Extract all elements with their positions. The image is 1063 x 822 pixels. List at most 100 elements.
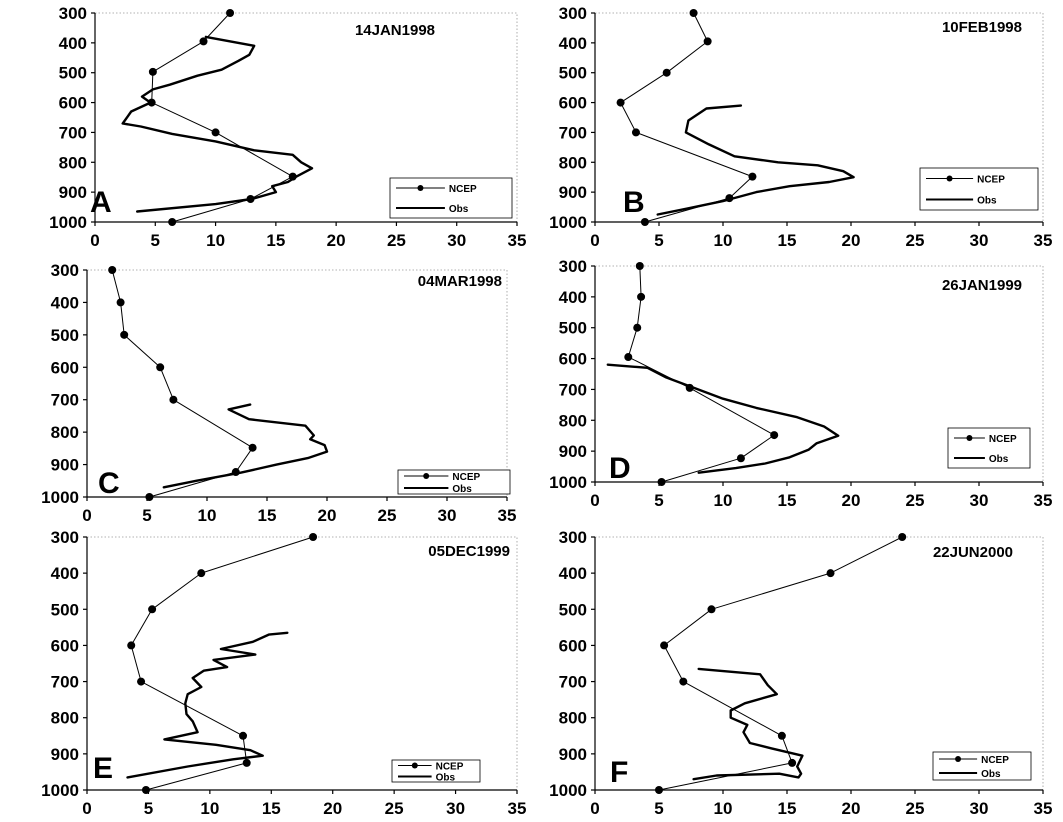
legend-marker xyxy=(955,756,962,762)
y-tick-label: 700 xyxy=(51,673,79,692)
y-tick-label: 600 xyxy=(559,350,587,369)
x-tick-label: 10 xyxy=(206,231,225,250)
legend-marker xyxy=(966,435,973,441)
ncep-point xyxy=(199,37,208,46)
plot-frame xyxy=(86,269,508,498)
plot-frame xyxy=(594,12,1044,223)
panel-date-title: 04MAR1998 xyxy=(418,273,502,290)
y-tick-label: 900 xyxy=(51,745,79,764)
x-tick-label: 5 xyxy=(142,506,151,525)
y-tick-label: 600 xyxy=(559,94,587,113)
legend-label-ncep: NCEP xyxy=(449,184,477,195)
y-tick-label: 800 xyxy=(51,423,79,442)
x-tick-label: 30 xyxy=(970,231,989,250)
legend-label-ncep: NCEP xyxy=(452,472,480,483)
panel-letter: C xyxy=(98,467,120,500)
ncep-point xyxy=(148,605,157,614)
y-tick-label: 600 xyxy=(59,94,87,113)
legend-label-ncep: NCEP xyxy=(436,762,464,773)
y-tick-label: 500 xyxy=(51,600,79,619)
y-tick-label: 400 xyxy=(559,34,587,53)
y-tick-label: 500 xyxy=(559,319,587,338)
x-tick-label: 15 xyxy=(262,799,281,818)
plot-frame xyxy=(594,265,1044,483)
ncep-point xyxy=(736,454,745,463)
x-tick-label: 35 xyxy=(498,506,517,525)
x-tick-label: 35 xyxy=(1034,231,1053,250)
x-tick-label: 5 xyxy=(144,799,153,818)
y-tick-label: 300 xyxy=(51,528,79,547)
x-tick-label: 30 xyxy=(970,799,989,818)
x-tick-label: 5 xyxy=(151,231,160,250)
ncep-point xyxy=(660,641,669,650)
series-line-ncep xyxy=(627,265,775,483)
ncep-point xyxy=(707,605,716,614)
series-line-obs xyxy=(606,363,840,474)
y-tick-label: 700 xyxy=(51,391,79,410)
legend: NCEP Obs xyxy=(389,177,513,219)
x-tick-label: 15 xyxy=(778,231,797,250)
y-tick-label: 500 xyxy=(559,64,587,83)
y-tick-label: 1000 xyxy=(49,213,87,232)
panel-letter: F xyxy=(610,756,628,789)
ncep-point xyxy=(239,731,248,740)
series-line-obs xyxy=(692,667,804,781)
ncep-point xyxy=(145,493,154,501)
ncep-point xyxy=(127,641,136,650)
y-tick-label: 600 xyxy=(51,358,79,377)
x-tick-label: 10 xyxy=(714,799,733,818)
y-tick-label: 700 xyxy=(559,380,587,399)
x-tick-label: 20 xyxy=(318,506,337,525)
ncep-point xyxy=(197,569,206,578)
x-tick-label: 25 xyxy=(906,231,925,250)
ncep-point xyxy=(116,298,125,307)
ncep-point xyxy=(631,128,640,137)
y-tick-label: 1000 xyxy=(549,473,587,492)
panel-date-title: 14JAN1998 xyxy=(355,22,435,39)
x-tick-label: 10 xyxy=(200,799,219,818)
panel-date-title: 05DEC1999 xyxy=(428,543,510,560)
legend: NCEP Obs xyxy=(932,751,1032,781)
panel-date-title: 10FEB1998 xyxy=(942,19,1022,36)
y-tick-label: 300 xyxy=(559,257,587,276)
ncep-point xyxy=(141,786,150,794)
x-tick-label: 35 xyxy=(1034,491,1053,510)
x-tick-label: 15 xyxy=(778,491,797,510)
x-tick-label: 5 xyxy=(654,491,663,510)
ncep-point xyxy=(633,323,642,332)
panel-date-title: 22JUN2000 xyxy=(933,544,1013,561)
ncep-point xyxy=(624,353,633,362)
legend-label-obs: Obs xyxy=(989,454,1009,465)
legend-box xyxy=(932,751,1032,781)
ncep-point xyxy=(242,758,251,767)
x-tick-label: 30 xyxy=(446,799,465,818)
ncep-point xyxy=(137,677,146,686)
y-tick-label: 800 xyxy=(559,411,587,430)
ncep-point xyxy=(169,395,178,404)
ncep-point xyxy=(770,431,779,440)
panel-letter: D xyxy=(609,452,631,485)
x-tick-label: 0 xyxy=(90,231,99,250)
series-line-ncep xyxy=(111,269,254,498)
ncep-point xyxy=(748,172,757,181)
x-tick-label: 30 xyxy=(447,231,466,250)
ncep-point xyxy=(616,98,625,107)
series-line-obs xyxy=(656,104,855,216)
ncep-point xyxy=(168,218,177,226)
y-tick-label: 800 xyxy=(59,153,87,172)
y-tick-label: 300 xyxy=(559,528,587,547)
x-tick-label: 0 xyxy=(82,506,91,525)
ncep-point xyxy=(655,786,663,794)
y-tick-label: 500 xyxy=(51,326,79,345)
ncep-point xyxy=(788,758,797,767)
legend-box xyxy=(947,427,1031,469)
y-tick-label: 300 xyxy=(59,4,87,23)
y-tick-label: 400 xyxy=(51,293,79,312)
y-tick-label: 1000 xyxy=(41,781,79,800)
y-tick-label: 400 xyxy=(559,288,587,307)
x-tick-label: 25 xyxy=(387,231,406,250)
ncep-point xyxy=(226,9,235,17)
